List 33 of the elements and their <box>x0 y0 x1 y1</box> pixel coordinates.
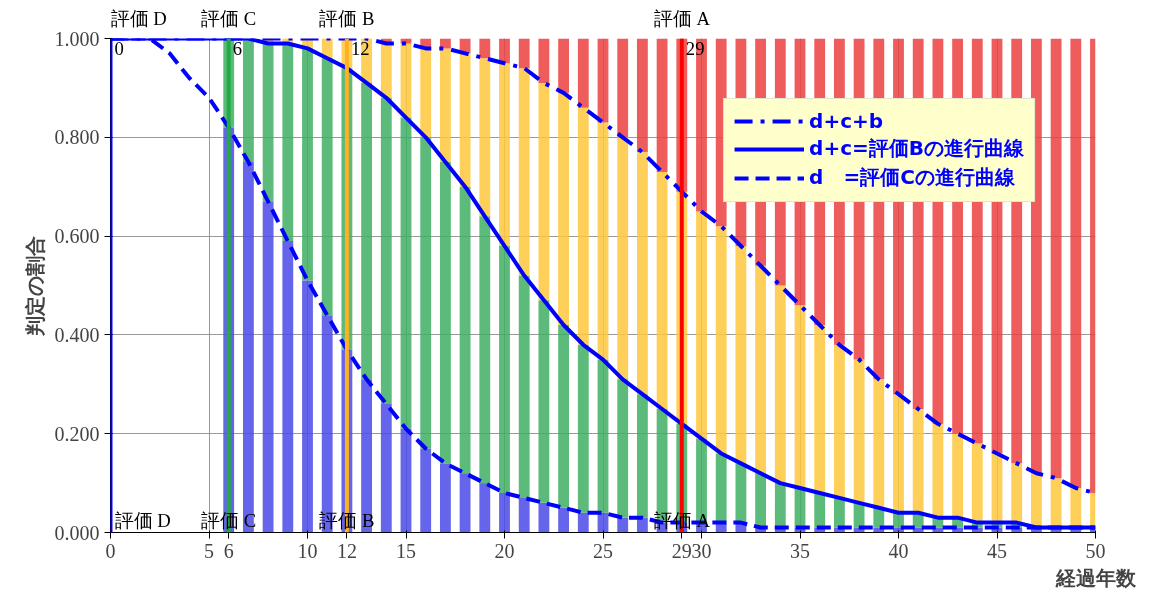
text: 評価 A <box>653 7 710 29</box>
x-tick-label: 30 <box>691 539 712 562</box>
x-tick-label: 10 <box>297 539 318 562</box>
x-tick-label: 5 <box>204 539 214 562</box>
x-tick-label: 25 <box>593 539 613 562</box>
x-tick-label: 6 <box>223 539 234 562</box>
y-axis-title: 判定の割合 <box>22 235 47 337</box>
x-tick-label: 35 <box>790 539 810 562</box>
annotation: 12 <box>350 37 370 59</box>
x-tick-label: 0 <box>105 539 116 562</box>
ref-line-label: 評価 D <box>114 509 171 531</box>
legend-label: d+c=評価Bの進行曲線 <box>809 135 1024 162</box>
x-tick-label: 50 <box>1085 539 1106 562</box>
x-tick-label: 20 <box>494 539 515 562</box>
legend-label: d =評価Cの進行曲線 <box>809 164 1015 191</box>
y-tick-label: 0.200 <box>54 422 100 445</box>
y-tick-label: 0.600 <box>54 225 100 248</box>
y-tick-label: 0.000 <box>54 521 100 544</box>
y-tick-label: 1.000 <box>54 27 100 50</box>
y-tick-label: 0.400 <box>54 323 100 346</box>
x-axis-title: 経過年数 <box>1054 565 1137 590</box>
annotation: 0 <box>114 37 124 59</box>
annotation: 29 <box>685 37 705 59</box>
x-tick-label: 29 <box>671 539 692 562</box>
text: 評価 D <box>110 7 167 29</box>
y-tick-label: 0.800 <box>54 126 100 149</box>
x-tick-label: 12 <box>336 539 357 562</box>
text: 評価 C <box>201 7 257 29</box>
x-tick-label: 15 <box>396 539 416 562</box>
x-tick-label: 40 <box>888 539 909 562</box>
x-tick-label: 45 <box>987 539 1007 562</box>
legend-label: d+c+b <box>809 109 884 133</box>
text: 評価 B <box>319 7 375 29</box>
